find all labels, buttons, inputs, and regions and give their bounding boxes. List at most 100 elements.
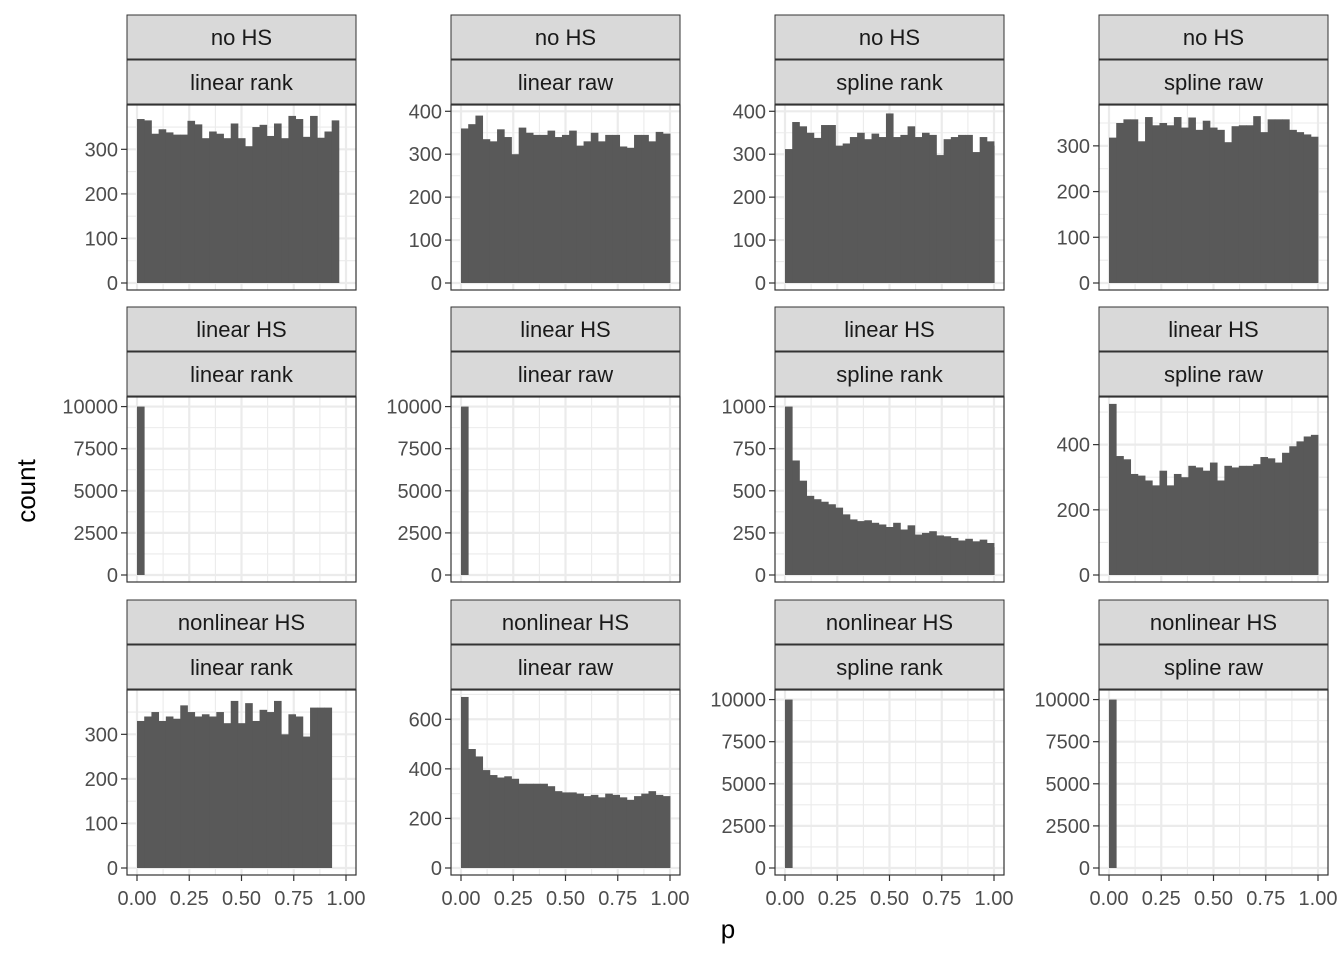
col-strip-label: spline rank bbox=[836, 655, 943, 680]
histogram-bar bbox=[583, 796, 592, 868]
x-axis: 0.00 0.25 0.50 0.75 1.00 bbox=[1090, 875, 1338, 910]
histogram-bar bbox=[619, 146, 628, 283]
histogram-bar bbox=[245, 703, 253, 868]
row-strip-label: nonlinear HS bbox=[1150, 610, 1277, 635]
histogram-bar bbox=[1152, 125, 1160, 284]
histogram-bar bbox=[576, 145, 584, 283]
histogram-bar bbox=[907, 126, 916, 283]
histogram-bar bbox=[943, 139, 952, 283]
x-tick-label: 0.00 bbox=[1090, 888, 1129, 910]
col-strip-label: linear rank bbox=[190, 70, 294, 95]
panel-border bbox=[1098, 396, 1329, 583]
y-axis: 0 100 200 300 bbox=[85, 139, 127, 295]
row-strip bbox=[774, 599, 1005, 645]
col-strip bbox=[774, 644, 1005, 690]
histogram-bar bbox=[871, 133, 880, 283]
y-tick-label: 400 bbox=[409, 759, 442, 781]
histogram-bar bbox=[540, 134, 548, 283]
histogram-bar bbox=[1310, 136, 1319, 283]
histogram-bar bbox=[857, 521, 865, 575]
histogram-bars bbox=[785, 113, 995, 284]
y-tick-label: 500 bbox=[733, 481, 766, 503]
histogram-bar bbox=[1159, 123, 1168, 283]
row-strip bbox=[774, 306, 1005, 352]
y-tick-label: 100 bbox=[85, 813, 118, 835]
histogram-bar bbox=[929, 134, 937, 283]
panel-4: no HS spline raw 0 100 200 300 bbox=[1057, 14, 1329, 295]
row-strip bbox=[126, 306, 357, 352]
histogram-bar bbox=[1253, 116, 1261, 284]
histogram-bar bbox=[1181, 127, 1189, 283]
y-tick-label: 200 bbox=[1057, 182, 1090, 204]
histogram-bar bbox=[1166, 485, 1175, 575]
y-tick-label: 200 bbox=[733, 187, 766, 209]
histogram-bar bbox=[1209, 127, 1218, 283]
histogram-bar bbox=[1202, 120, 1211, 283]
histogram-bar bbox=[828, 125, 836, 283]
y-tick-label: 0 bbox=[431, 858, 442, 880]
x-tick-label: 0.25 bbox=[1142, 888, 1181, 910]
panel-7: linear HS spline rank 0 250 500 750 1000 bbox=[722, 306, 1005, 587]
histogram-bar bbox=[1209, 462, 1218, 575]
histogram-bar bbox=[1116, 123, 1124, 283]
histogram-bar bbox=[216, 712, 224, 868]
histogram-bar bbox=[281, 138, 289, 283]
histogram-bar bbox=[1145, 480, 1153, 575]
histogram-bar bbox=[302, 136, 311, 283]
histogram-bar bbox=[936, 535, 945, 575]
col-strip bbox=[450, 351, 681, 397]
col-strip bbox=[1098, 644, 1329, 690]
histogram-bar bbox=[1289, 129, 1297, 283]
histogram-bars bbox=[137, 406, 145, 575]
x-tick-label: 0.50 bbox=[546, 888, 585, 910]
col-strip-label: linear rank bbox=[190, 655, 294, 680]
histogram-bar bbox=[590, 794, 599, 868]
y-tick-label: 200 bbox=[409, 808, 442, 830]
histogram-bar bbox=[144, 716, 152, 868]
histogram-bar bbox=[1137, 141, 1146, 283]
histogram-bar bbox=[1282, 119, 1290, 283]
x-tick-label: 1.00 bbox=[1299, 888, 1338, 910]
histogram-bar bbox=[849, 519, 858, 575]
histogram-bar bbox=[612, 794, 621, 868]
histogram-bar bbox=[468, 124, 476, 283]
histogram-bar bbox=[158, 720, 167, 868]
histogram-bar bbox=[1253, 464, 1261, 575]
histogram-bar bbox=[533, 134, 541, 283]
histogram-bar bbox=[173, 134, 181, 283]
x-tick-label: 0.50 bbox=[222, 888, 261, 910]
row-strip-label: nonlinear HS bbox=[502, 610, 629, 635]
histogram-bar bbox=[1152, 485, 1160, 575]
y-tick-label: 10000 bbox=[62, 397, 118, 419]
histogram-bar bbox=[518, 783, 527, 868]
histogram-bar bbox=[792, 122, 800, 284]
histogram-bar bbox=[540, 783, 548, 868]
histogram-bar bbox=[965, 538, 973, 575]
histogram-bar bbox=[252, 720, 260, 868]
histogram-bar bbox=[194, 716, 203, 868]
histogram-bar bbox=[554, 791, 563, 868]
histogram-bars bbox=[461, 115, 671, 284]
histogram-bar bbox=[504, 776, 512, 868]
y-tick-label: 10000 bbox=[386, 397, 442, 419]
histogram-bar bbox=[921, 132, 930, 283]
histogram-bar bbox=[281, 734, 289, 868]
histogram-bar bbox=[1260, 457, 1269, 575]
histogram-bar bbox=[1109, 403, 1117, 575]
histogram-bar bbox=[288, 115, 297, 283]
histogram-bar bbox=[187, 120, 196, 284]
histogram-bar bbox=[785, 699, 793, 868]
y-axis: 0 200 400 600 bbox=[409, 709, 451, 880]
panel-border bbox=[1098, 104, 1329, 291]
histogram-bar bbox=[979, 539, 988, 575]
y-tick-label: 2500 bbox=[722, 816, 767, 838]
histogram-bar bbox=[1130, 119, 1139, 283]
panel-11: nonlinear HS spline rank 0 2500 5000 7500 1000… bbox=[710, 599, 1013, 910]
panel-border bbox=[126, 396, 357, 583]
y-tick-label: 400 bbox=[1057, 435, 1090, 457]
histogram-bar bbox=[641, 134, 649, 283]
histogram-bar bbox=[634, 134, 642, 283]
x-tick-label: 0.25 bbox=[170, 888, 209, 910]
histogram-bar bbox=[511, 778, 520, 868]
